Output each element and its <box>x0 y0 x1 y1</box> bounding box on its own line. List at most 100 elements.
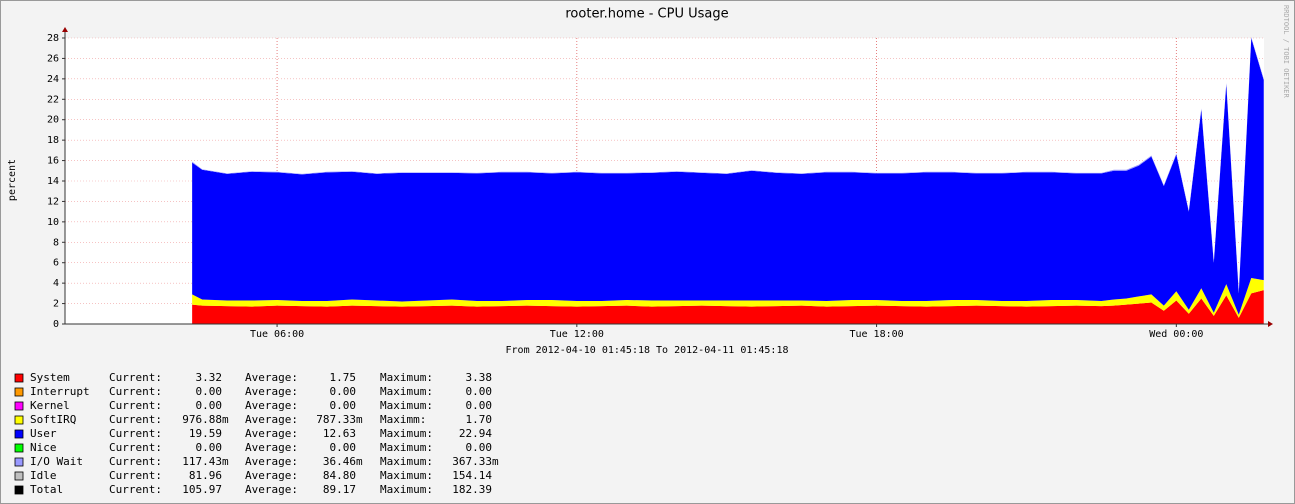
stat-value: 22.94 <box>459 427 492 440</box>
stat-label: Current: <box>109 371 162 384</box>
y-tick-label: 28 <box>47 33 59 44</box>
stat-value: 84.80 <box>323 469 356 482</box>
stat-value: 0.00 <box>330 399 357 412</box>
stat-value: 367.33m <box>452 455 499 468</box>
legend-label: SoftIRQ <box>30 413 76 426</box>
legend-label: Nice <box>30 441 57 454</box>
legend-swatch <box>14 415 24 425</box>
legend-swatch <box>14 429 24 439</box>
stat-label: Current: <box>109 399 162 412</box>
chart-title: rooter.home - CPU Usage <box>565 7 728 22</box>
y-tick-label: 26 <box>47 53 59 64</box>
y-tick-label: 24 <box>47 74 59 85</box>
stat-label: Maximum: <box>380 427 433 440</box>
stat-label: Current: <box>109 441 162 454</box>
legend-label: I/O Wait <box>30 455 83 468</box>
stat-value: 1.75 <box>330 371 357 384</box>
areas <box>192 36 1264 324</box>
x-tick-label: Wed 00:00 <box>1149 329 1203 340</box>
area <box>192 38 1264 315</box>
legend-swatch <box>14 373 24 383</box>
stat-value: 0.00 <box>330 385 357 398</box>
stat-value: 1.70 <box>466 413 493 426</box>
x-tick-label: Tue 12:00 <box>550 329 604 340</box>
stat-value: 81.96 <box>189 469 222 482</box>
stat-value: 117.43m <box>182 455 229 468</box>
legend-swatch <box>14 401 24 411</box>
stat-value: 0.00 <box>466 385 493 398</box>
stat-label: Average: <box>245 399 298 412</box>
stat-label: Average: <box>245 385 298 398</box>
stat-label: Average: <box>245 413 298 426</box>
stat-value: 3.38 <box>466 371 493 384</box>
legend-label: User <box>30 427 57 440</box>
stat-value: 0.00 <box>466 441 493 454</box>
stat-value: 0.00 <box>330 441 357 454</box>
legend: System Current: 3.32 Average: 1.75 Maximum: 3.… <box>14 371 499 496</box>
stat-label: Maximum: <box>380 399 433 412</box>
legend-swatch <box>14 457 24 467</box>
legend-swatch <box>14 485 24 495</box>
y-arrow <box>62 27 68 32</box>
stat-label: Current: <box>109 455 162 468</box>
y-tick-label: 10 <box>47 217 59 228</box>
stat-value: 19.59 <box>189 427 222 440</box>
stat-label: Average: <box>245 455 298 468</box>
stat-value: 976.88m <box>182 413 229 426</box>
stat-label: Average: <box>245 371 298 384</box>
stat-value: 105.97 <box>182 483 222 496</box>
stat-label: Maximum: <box>380 441 433 454</box>
stat-label: Current: <box>109 469 162 482</box>
legend-label: Total <box>30 483 63 496</box>
stat-label: Maximm: <box>380 413 426 426</box>
stat-label: Maximum: <box>380 455 433 468</box>
legend-label: Interrupt <box>30 385 90 398</box>
stat-value: 89.17 <box>323 483 356 496</box>
legend-swatch <box>14 443 24 453</box>
legend-label: System <box>30 371 70 384</box>
y-tick-label: 18 <box>47 135 59 146</box>
y-tick-label: 14 <box>47 176 59 187</box>
stat-value: 0.00 <box>196 399 223 412</box>
x-arrow <box>1268 321 1273 327</box>
y-tick-label: 16 <box>47 156 59 167</box>
stat-value: 787.33m <box>316 413 363 426</box>
y-tick-label: 0 <box>53 319 59 330</box>
x-tick-label: Tue 06:00 <box>250 329 304 340</box>
stat-value: 12.63 <box>323 427 356 440</box>
stat-value: 36.46m <box>323 455 363 468</box>
area <box>192 290 1264 324</box>
stat-value: 3.32 <box>196 371 223 384</box>
y-tick-label: 22 <box>47 94 59 105</box>
stat-label: Current: <box>109 483 162 496</box>
stat-label: Average: <box>245 441 298 454</box>
x-tick-label: Tue 18:00 <box>849 329 903 340</box>
stat-value: 0.00 <box>196 385 223 398</box>
watermark: RRDTOOL / TOBI OETIKER <box>1282 5 1290 99</box>
stat-value: 0.00 <box>466 399 493 412</box>
stat-label: Maximum: <box>380 469 433 482</box>
stat-label: Average: <box>245 483 298 496</box>
y-axis-label: percent <box>7 159 18 201</box>
y-tick-label: 2 <box>53 299 59 310</box>
y-tick-label: 4 <box>53 278 59 289</box>
y-tick-label: 6 <box>53 258 59 269</box>
stat-label: Maximum: <box>380 385 433 398</box>
stat-label: Average: <box>245 427 298 440</box>
stat-label: Current: <box>109 385 162 398</box>
legend-label: Idle <box>30 469 57 482</box>
legend-label: Kernel <box>30 399 70 412</box>
stat-label: Maximum: <box>380 483 433 496</box>
axes <box>62 27 1273 327</box>
stat-value: 182.39 <box>452 483 492 496</box>
y-tick-label: 8 <box>53 237 59 248</box>
stat-label: Maximum: <box>380 371 433 384</box>
stat-label: Current: <box>109 413 162 426</box>
stat-label: Current: <box>109 427 162 440</box>
stat-label: Average: <box>245 469 298 482</box>
legend-swatch <box>14 471 24 481</box>
stat-value: 154.14 <box>452 469 492 482</box>
stat-value: 0.00 <box>196 441 223 454</box>
x-axis-label: From 2012-04-10 01:45:18 To 2012-04-11 0… <box>506 345 789 356</box>
